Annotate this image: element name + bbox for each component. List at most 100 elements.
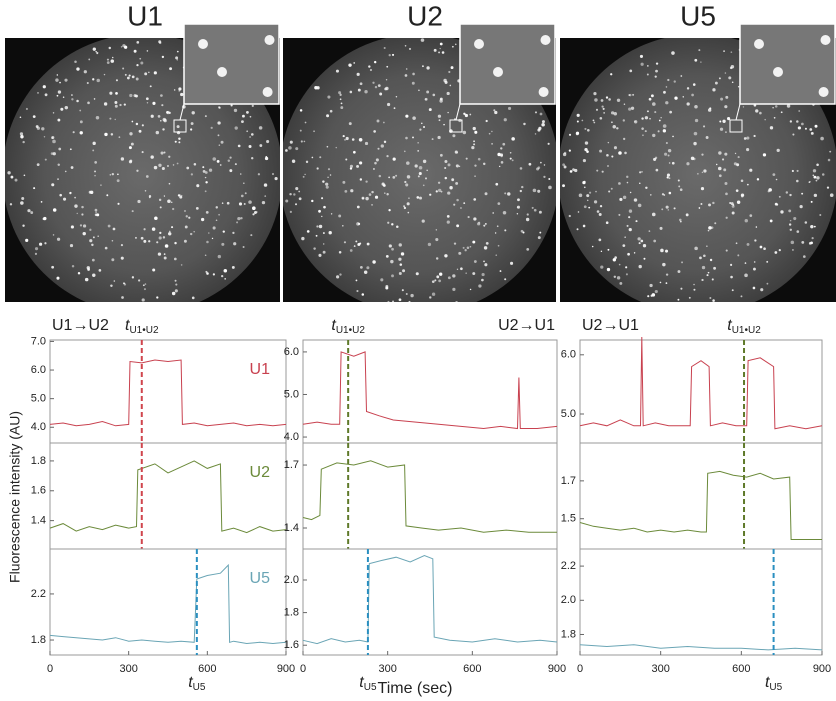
spot: [143, 239, 147, 243]
spot: [464, 113, 468, 118]
spot: [456, 151, 459, 154]
spot: [84, 277, 89, 282]
spot: [204, 171, 208, 174]
plot-frame: [579, 548, 823, 656]
x-tick-label: 900: [813, 663, 831, 675]
spot: [41, 127, 45, 131]
spot: [774, 251, 778, 254]
spot: [424, 97, 428, 101]
spot: [653, 157, 657, 161]
trace: [579, 470, 822, 540]
spot: [140, 236, 144, 240]
event-label-t: t: [331, 317, 336, 334]
spot: [195, 206, 199, 210]
spot: [338, 91, 342, 95]
spot: [673, 207, 676, 210]
spot: [91, 258, 95, 262]
spot: [57, 90, 62, 94]
spot: [285, 149, 288, 152]
spot: [484, 222, 487, 225]
spot: [120, 244, 124, 247]
spot: [109, 174, 112, 176]
spot: [821, 173, 825, 176]
spot: [190, 173, 194, 176]
spot: [509, 151, 512, 154]
spot: [665, 249, 669, 253]
spot: [572, 168, 575, 171]
spot: [700, 187, 705, 191]
spot: [168, 230, 171, 233]
spot: [449, 84, 452, 87]
spot: [755, 226, 758, 228]
spot: [746, 148, 750, 152]
spot: [22, 224, 25, 227]
spot: [338, 214, 342, 218]
spot: [52, 152, 56, 156]
spot: [446, 91, 450, 96]
spot: [223, 269, 228, 273]
spot: [661, 193, 665, 196]
spot: [220, 140, 224, 144]
y-tick-label: 5.0: [31, 393, 46, 405]
spot: [252, 213, 255, 216]
spot: [435, 229, 438, 231]
spot: [628, 107, 632, 111]
spot: [744, 262, 747, 264]
spot: [644, 116, 649, 120]
spot: [740, 295, 743, 298]
spot: [387, 102, 391, 107]
spot: [473, 217, 477, 221]
spot: [438, 119, 441, 122]
spot: [25, 107, 28, 110]
spot: [104, 246, 108, 250]
spot: [133, 49, 137, 53]
spot: [500, 147, 503, 150]
spot: [406, 202, 410, 206]
spot: [439, 97, 443, 101]
y-tick-label: 2.2: [31, 588, 46, 600]
spot: [325, 185, 329, 189]
spot: [724, 152, 728, 156]
spot: [303, 140, 306, 143]
spot: [678, 185, 681, 188]
spot: [82, 231, 86, 236]
spot: [602, 107, 605, 110]
spot: [816, 163, 819, 167]
spot: [71, 94, 73, 96]
spot: [778, 249, 781, 252]
spot: [391, 274, 394, 278]
spot: [112, 227, 116, 231]
spot: [158, 163, 162, 167]
spot: [50, 152, 54, 155]
spot: [96, 213, 100, 217]
event-label-sub: U1•U2: [129, 325, 159, 336]
spot: [356, 72, 360, 76]
spot: [456, 268, 459, 271]
spot: [801, 122, 804, 126]
spot: [418, 172, 422, 176]
spot: [298, 190, 301, 193]
spot: [826, 186, 830, 189]
spot: [56, 74, 59, 76]
spot: [244, 192, 247, 195]
spot: [426, 169, 428, 172]
inset-spot: [198, 39, 208, 49]
spot: [34, 252, 38, 255]
spot: [153, 71, 157, 75]
spot: [426, 66, 430, 70]
spot: [135, 122, 139, 126]
spot: [343, 241, 347, 244]
trace: [49, 460, 287, 534]
spot: [539, 231, 542, 234]
spot: [359, 178, 363, 181]
spot: [623, 103, 626, 106]
spot: [829, 150, 832, 153]
spot: [76, 212, 78, 215]
spot: [596, 169, 599, 172]
spot: [357, 242, 361, 246]
spot: [22, 140, 25, 144]
spot: [622, 244, 626, 248]
spot: [327, 95, 331, 99]
spot: [685, 213, 689, 217]
spot: [744, 218, 748, 223]
